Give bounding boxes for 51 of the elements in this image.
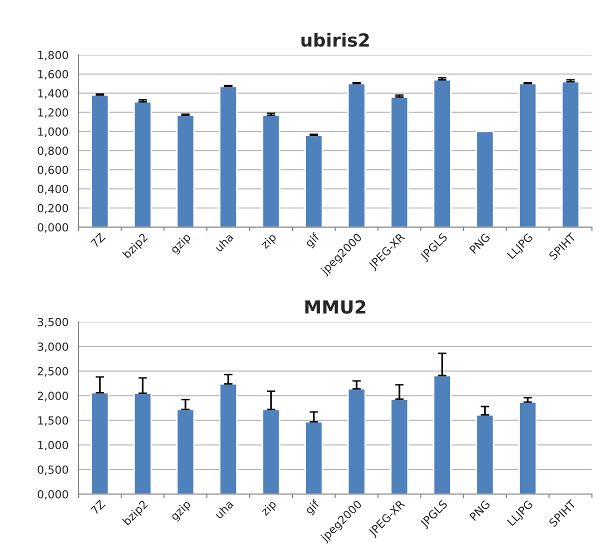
bar [133,392,152,494]
bar [262,114,280,228]
bar [304,421,324,494]
x-tick-label: 7Z [90,500,106,515]
bar [390,96,409,228]
bar [476,130,494,228]
bar [347,82,366,228]
y-tick-label: 2,000 [38,392,68,402]
y-tick-label: 1,200 [38,108,68,118]
bar [432,79,452,228]
y-tick-label: 0,800 [38,146,68,156]
y-tick-label: 1,600 [38,70,68,80]
bar [262,408,280,494]
x-tick-label: gif [304,232,322,250]
x-tick-label: uha [214,500,234,520]
x-tick-label: 7Z [90,232,106,248]
y-tick-label: 1,800 [38,50,68,60]
bar [176,114,195,228]
bar [133,101,152,228]
y-tick-label: 2,500 [38,367,68,377]
x-tick-label: zip [260,499,278,518]
bar [219,86,238,228]
bar [176,408,195,494]
y-tick-label: 0,400 [38,184,68,194]
x-tick-label: zip [260,232,278,251]
chart-title: MMU2 [305,300,366,314]
y-tick-label: 1,000 [38,127,68,137]
y-tick-label: 0,000 [38,223,68,233]
x-tick-label: uha [214,232,234,252]
bar [347,388,366,494]
y-tick-label: 0,000 [38,490,68,500]
y-tick-label: 1,000 [38,440,68,450]
y-tick-label: 0,500 [38,465,68,476]
bar [90,94,110,228]
bar [476,414,494,494]
y-tick-label: 1,400 [38,89,68,99]
chart-title: ubiris2 [301,32,369,47]
y-tick-label: 1,500 [38,416,68,426]
y-tick-label: 0,600 [38,166,68,176]
bar [304,134,324,228]
bar [561,80,580,228]
bar [390,398,409,494]
x-tick-label: gif [304,498,322,516]
y-tick-label: 0,200 [38,204,68,214]
bar [518,82,537,228]
y-tick-label: 3,500 [38,318,68,328]
y-tick-label: 3,000 [38,342,68,352]
bar [90,392,110,494]
bar [432,374,452,494]
bar [518,401,537,494]
bar [219,383,238,494]
